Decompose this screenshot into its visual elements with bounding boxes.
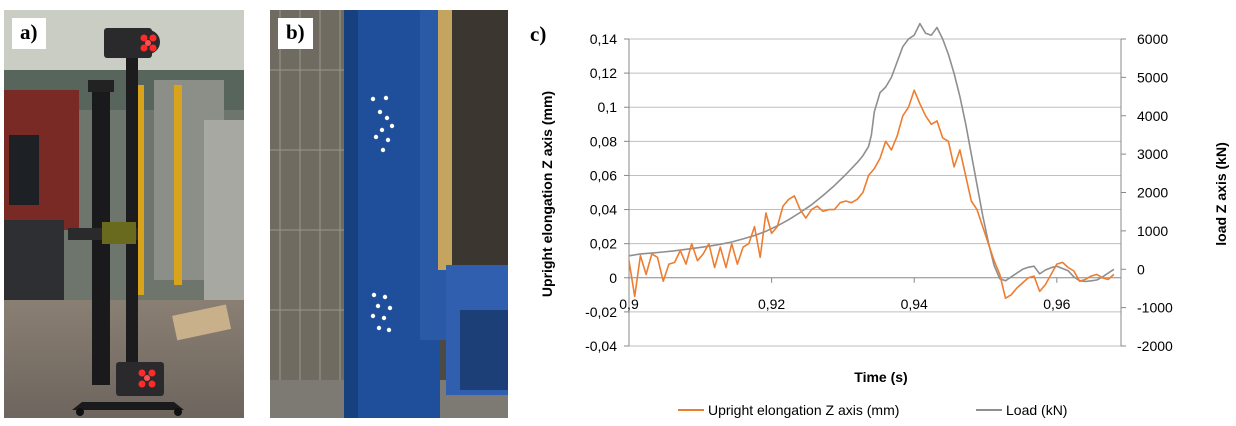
legend-label-load: Load (kN): [1006, 402, 1067, 418]
y2-tick-label-0: -2000: [1137, 338, 1173, 354]
y2-tick-label-4: 2000: [1137, 185, 1168, 201]
x-tick-label-0: 0,9: [619, 296, 639, 312]
panel-label-b: b): [278, 18, 313, 49]
x-axis-ticks: 0,9 0,92 0,94 0,96: [619, 296, 1070, 312]
y-tick-label-3: 0,02: [590, 236, 617, 252]
x-tick-label-3: 0,96: [1043, 296, 1070, 312]
series-line-load: [628, 22, 1115, 283]
chart-axes: [624, 38, 1126, 347]
x-axis-title: Time (s): [854, 369, 907, 385]
panel-label-c: c): [530, 22, 547, 46]
y2-tick-label-6: 4000: [1137, 108, 1168, 124]
series-line-elongation: [628, 89, 1115, 300]
y-tick-label-7: 0,1: [598, 99, 618, 115]
marker-dots-lower: [370, 292, 393, 333]
y2-tick-label-1: -1000: [1137, 300, 1173, 316]
y-axis-right-title: load Z axis (kN): [1213, 142, 1229, 245]
marker-dots-upper: [370, 95, 395, 153]
y2-tick-label-8: 6000: [1137, 31, 1168, 47]
panel-label-a: a): [12, 18, 46, 49]
y2-tick-label-3: 1000: [1137, 223, 1168, 239]
y-tick-label-0: -0,04: [585, 338, 617, 354]
legend-label-elongation: Upright elongation Z axis (mm): [708, 402, 899, 418]
photo-measurement-tower: a): [4, 10, 244, 418]
y-tick-label-2: 0: [609, 270, 617, 286]
chart-series: [628, 22, 1115, 300]
chart-legend: Upright elongation Z axis (mm) Load (kN): [678, 402, 1067, 418]
chart-gridlines: [629, 38, 1121, 347]
y2-tick-label-2: 0: [1137, 261, 1145, 277]
photo-a-illustration: [4, 10, 244, 418]
photo-b-illustration: [270, 10, 508, 418]
photo-upright-with-markers: b): [270, 10, 508, 418]
chart-elongation-vs-load: -0,04 -0,02 0 0,02 0,04 0,06 0,08 0,1 0,12 0,14 -…: [539, 22, 1229, 418]
x-tick-label-1: 0,92: [758, 296, 785, 312]
y-tick-label-6: 0,08: [590, 133, 617, 149]
y-tick-label-4: 0,04: [590, 202, 617, 218]
y-axis-right-ticks: -2000 -1000 0 1000 2000 3000 4000 5000 6000: [1137, 31, 1173, 354]
y-tick-label-9: 0,14: [590, 31, 617, 47]
y-tick-label-8: 0,12: [590, 65, 617, 81]
y-axis-left-ticks: -0,04 -0,02 0 0,02 0,04 0,06 0,08 0,1 0,12 0,14: [585, 31, 617, 354]
y2-tick-label-5: 3000: [1137, 146, 1168, 162]
x-tick-label-2: 0,94: [901, 296, 928, 312]
y-tick-label-1: -0,02: [585, 304, 617, 320]
y-tick-label-5: 0,06: [590, 167, 617, 183]
y-axis-left-title: Upright elongation Z axis (mm): [539, 91, 555, 297]
y2-tick-label-7: 5000: [1137, 69, 1168, 85]
